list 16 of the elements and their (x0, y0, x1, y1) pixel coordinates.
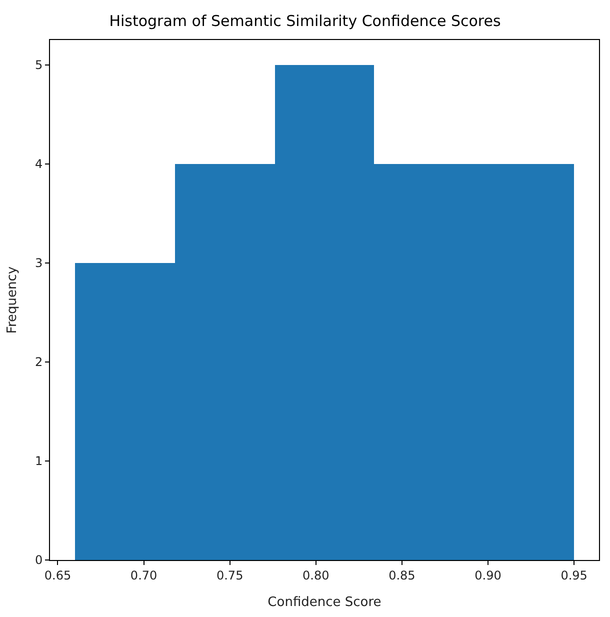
y-tick-label: 2 (34, 355, 43, 370)
x-tick-label: 0.75 (216, 568, 244, 582)
y-tick-label: 4 (34, 157, 43, 172)
y-tick-label: 1 (34, 454, 43, 468)
x-tick-label: 0.95 (560, 568, 588, 582)
y-tick-label: 3 (34, 256, 43, 270)
x-tick-label: 0.80 (302, 568, 330, 582)
x-tick-label: 0.90 (474, 568, 502, 582)
y-axis-title: Frequency (4, 266, 20, 334)
x-tick-label: 0.65 (44, 568, 72, 582)
y-tick-label: 0 (34, 553, 43, 568)
x-axis-title: Confidence Score (268, 595, 382, 610)
chart-title: Histogram of Semantic Similarity Confidence Scores (109, 12, 501, 30)
x-tick-label: 0.85 (388, 568, 416, 582)
y-tick-label: 5 (34, 58, 43, 72)
x-tick-label: 0.70 (130, 568, 158, 582)
